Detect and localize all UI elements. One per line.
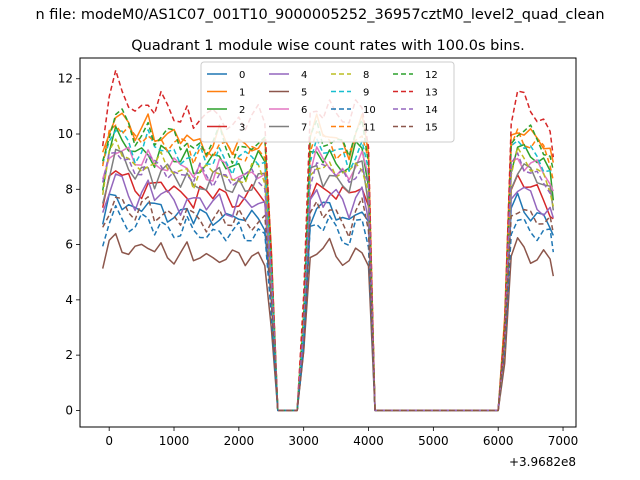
x-tick-label: 2000 — [224, 434, 255, 448]
series-line-15 — [102, 196, 555, 412]
x-tick-label: 4000 — [353, 434, 384, 448]
y-tick-label: 4 — [65, 293, 73, 307]
x-tick-label: 5000 — [418, 434, 449, 448]
x-tick-label: 7000 — [548, 434, 579, 448]
legend-label-1: 1 — [239, 88, 245, 99]
legend-label-3: 3 — [239, 123, 245, 134]
legend-label-10: 10 — [363, 105, 376, 116]
legend-label-7: 7 — [301, 123, 307, 134]
figure-suptitle: n file: modeM0/AS1C07_001T10_9000005252_… — [35, 7, 604, 23]
legend-label-8: 8 — [363, 70, 369, 81]
y-tick-label: 8 — [65, 182, 73, 196]
legend-label-2: 2 — [239, 105, 245, 116]
legend-label-13: 13 — [425, 88, 438, 99]
y-tick-label: 0 — [65, 403, 73, 417]
chart-title: Quadrant 1 module wise count rates with … — [131, 38, 525, 54]
x-tick-label: 1000 — [159, 434, 190, 448]
legend-label-5: 5 — [301, 88, 307, 99]
legend-label-4: 4 — [301, 70, 307, 81]
legend-label-15: 15 — [425, 123, 438, 134]
x-tick-label: 6000 — [483, 434, 514, 448]
legend-label-11: 11 — [363, 123, 376, 134]
y-tick-label: 2 — [65, 348, 73, 362]
legend-box — [200, 61, 455, 143]
x-axis-offset-label: +3.9682e8 — [509, 455, 576, 469]
x-tick-label: 0 — [105, 434, 113, 448]
legend-label-12: 12 — [425, 70, 438, 81]
x-tick-label: 3000 — [288, 434, 319, 448]
y-tick-label: 10 — [58, 127, 73, 141]
series-line-14 — [101, 151, 554, 412]
series-line-10 — [101, 204, 555, 412]
series-line-8 — [101, 138, 555, 412]
y-tick-label: 12 — [58, 72, 73, 86]
legend-label-14: 14 — [425, 105, 438, 116]
legend-label-0: 0 — [239, 70, 245, 81]
legend-label-9: 9 — [363, 88, 369, 99]
axes-frame — [79, 57, 577, 428]
legend-label-6: 6 — [301, 105, 307, 116]
y-tick-label: 6 — [65, 238, 73, 252]
